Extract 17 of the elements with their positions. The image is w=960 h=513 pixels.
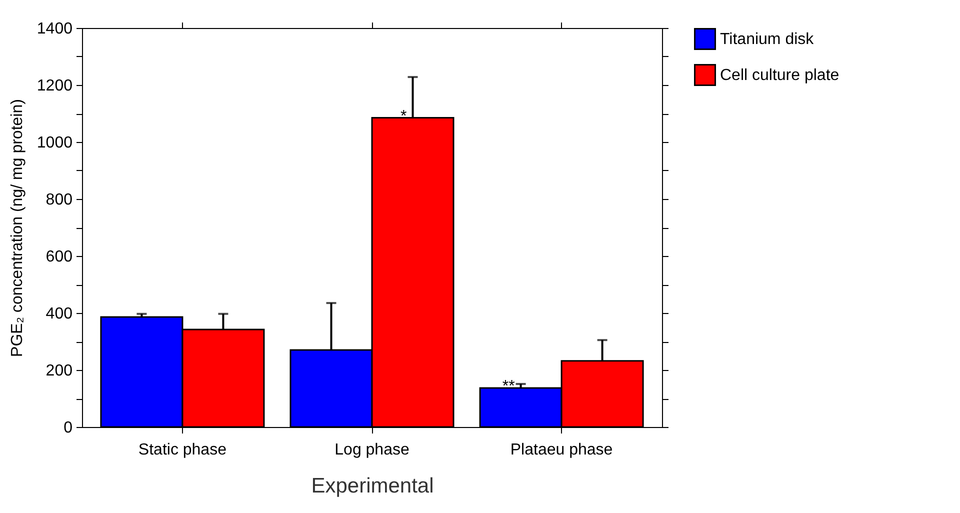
x-axis-title: Experimental [311,474,434,498]
y-axis-title: PGE₂ concentration (ng/ mg protein) [8,99,26,357]
x-tick-label: Static phase [138,442,227,458]
x-tick-label: Plataeu phase [510,442,613,458]
annotation: * [400,108,407,125]
y-tick-label: 1000 [36,134,73,152]
y-tick-label: 1200 [36,78,73,94]
legend-label: Cell culture plate [720,67,840,84]
annotation: ** [502,378,515,395]
legend-label: Titanium disk [720,31,815,48]
y-tick-label: 600 [46,248,73,266]
y-tick-label: 1400 [36,20,73,38]
y-tick-label: 400 [46,306,73,322]
x-tick-label: Log phase [334,442,410,458]
y-tick-label: 0 [64,420,73,436]
y-tick-label: 800 [46,192,73,208]
y-tick-label: 200 [46,362,73,380]
